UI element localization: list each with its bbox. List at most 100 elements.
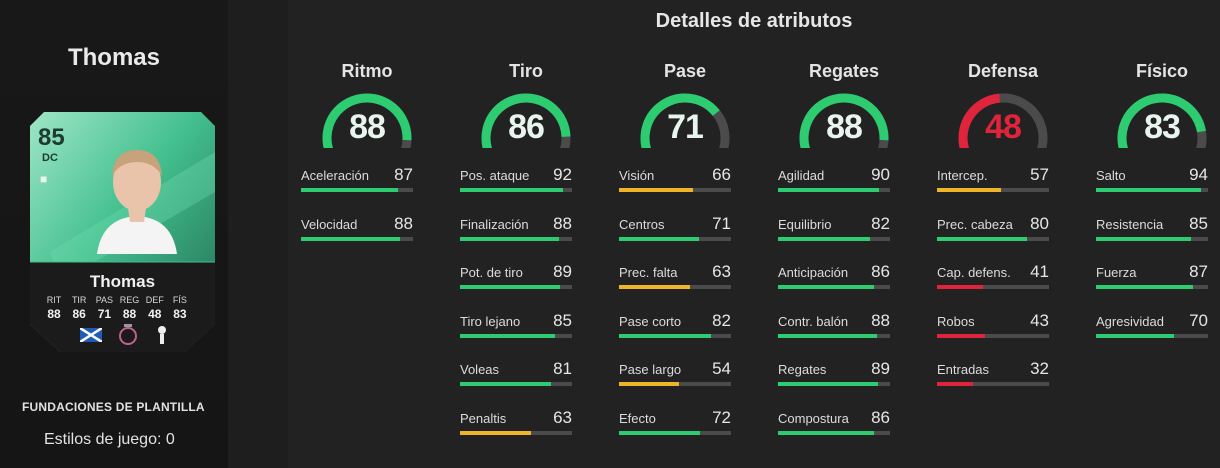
attribute-value: 81	[553, 359, 572, 378]
gauge-arc	[1117, 93, 1207, 148]
gauge-arc	[481, 93, 571, 148]
gauge-fill	[799, 93, 889, 148]
attribute-bar-fill	[1096, 236, 1192, 241]
attribute-row[interactable]: Voleas 81	[460, 359, 572, 402]
attribute-row[interactable]: Entradas 32	[937, 359, 1049, 402]
attribute-value: 86	[871, 262, 890, 281]
attribute-row[interactable]: Pase corto 82	[619, 311, 731, 354]
attribute-row[interactable]: Pase largo 54	[619, 359, 731, 402]
card-stat-label: FÍS	[172, 295, 187, 305]
category-value: 48	[985, 108, 1022, 146]
attribute-row[interactable]: Centros 71	[619, 214, 731, 257]
attribute-value: 54	[712, 359, 731, 378]
attribute-bar-fill	[937, 236, 1027, 241]
attribute-name: Velocidad	[301, 216, 358, 232]
attribute-row[interactable]: Robos 43	[937, 311, 1049, 354]
attribute-row[interactable]: Salto 94	[1096, 165, 1208, 208]
player-card[interactable]: 85 DC ■ Thomas RIT 88 TIR 86 PAS 71 REG 88 D…	[30, 112, 215, 360]
attribute-name: Cap. defens.	[937, 265, 1011, 280]
attribute-bar-track	[778, 382, 890, 386]
attribute-bar-fill	[460, 430, 531, 435]
attribute-value: 63	[553, 407, 572, 427]
attribute-row[interactable]: Pot. de tiro 89	[460, 262, 572, 305]
attribute-row[interactable]: Penaltis 63	[460, 407, 572, 451]
attribute-row[interactable]: Resistencia 85	[1096, 214, 1208, 257]
attribute-value: 87	[394, 165, 413, 184]
attribute-row[interactable]: Efecto 72	[619, 408, 731, 451]
gauge-fill	[481, 93, 571, 148]
attribute-row[interactable]: Anticipación 86	[778, 262, 890, 305]
attribute-bar-track	[460, 430, 572, 435]
league-badge-icon	[119, 324, 137, 345]
attribute-row[interactable]: Compostura 86	[778, 407, 890, 451]
attribute-row[interactable]: Velocidad 88	[301, 214, 413, 257]
attribute-bar-track	[937, 333, 1049, 338]
card-stat: PAS 71	[92, 295, 116, 321]
attribute-bar-fill	[937, 285, 983, 289]
attribute-name: Prec. falta	[619, 265, 678, 280]
attribute-row[interactable]: Prec. cabeza 80	[937, 213, 1049, 257]
category-value: 88	[349, 108, 386, 146]
attribute-row[interactable]: Prec. falta 63	[619, 262, 731, 305]
attribute-value: 87	[1189, 262, 1208, 281]
attribute-bar-fill	[619, 236, 699, 241]
attribute-value: 92	[553, 165, 572, 184]
player-portrait	[97, 150, 177, 254]
attribute-row[interactable]: Agilidad 90	[778, 165, 890, 208]
attribute-row[interactable]: Fuerza 87	[1096, 262, 1208, 305]
attribute-row[interactable]: Visión 66	[619, 165, 731, 208]
card-stat-label: REG	[119, 295, 140, 305]
attribute-name: Fuerza	[1096, 265, 1137, 280]
category-name: Ritmo	[341, 61, 393, 81]
attribute-bar-fill	[1096, 285, 1194, 289]
playstyles-count[interactable]: Estilos de juego: 0	[44, 431, 175, 448]
attribute-value: 90	[871, 165, 890, 184]
attribute-value: 70	[1189, 310, 1208, 330]
attribute-row[interactable]: Pos. ataque 92	[460, 165, 572, 208]
card-stats: RIT 88 TIR 86 PAS 71 REG 88 DEF 48 FÍS 83	[42, 295, 192, 321]
attribute-bar-fill	[778, 188, 879, 192]
attribute-row[interactable]: Agresividad 70	[1096, 310, 1208, 354]
attribute-value: 85	[553, 310, 572, 330]
attribute-bar-track	[619, 285, 731, 289]
card-stat-value: 48	[148, 307, 162, 321]
attribute-bar-fill	[778, 430, 875, 435]
attributes-title: Detalles de atributos	[655, 10, 853, 32]
category-gauge: 48	[955, 88, 1051, 148]
card-player-name: Thomas	[89, 272, 156, 291]
nation-flag-icon	[80, 328, 102, 342]
attribute-name: Equilibrio	[778, 216, 832, 232]
attribute-bar-fill	[460, 333, 556, 338]
attribute-row[interactable]: Cap. defens. 41	[937, 262, 1049, 305]
attribute-row[interactable]: Regates 89	[778, 359, 890, 402]
category-gauge: 71	[637, 88, 733, 148]
attribute-row[interactable]: Equilibrio 82	[778, 214, 890, 257]
card-stat: FÍS 83	[168, 295, 192, 321]
attribute-row[interactable]: Contr. balón 88	[778, 311, 890, 354]
attribute-value: 94	[1189, 165, 1208, 184]
attribute-value: 41	[1030, 262, 1049, 281]
gauge-arc	[322, 93, 412, 148]
attribute-value: 89	[553, 262, 572, 281]
category-name: Regates	[808, 61, 880, 81]
category-value: 71	[667, 108, 704, 146]
attribute-name: Tiro lejano	[460, 313, 521, 329]
attribute-name: Agilidad	[778, 168, 825, 183]
attribute-name: Agresividad	[1096, 313, 1164, 329]
attribute-name: Pase largo	[619, 362, 682, 377]
attribute-row[interactable]: Tiro lejano 85	[460, 310, 572, 354]
attribute-value: 80	[1030, 213, 1049, 233]
category-name: Pase	[663, 61, 707, 81]
category-name: Físico	[1135, 61, 1188, 81]
attribute-name: Penaltis	[460, 410, 507, 426]
attribute-value: 86	[871, 407, 890, 427]
category-gauge: 83	[1114, 88, 1210, 148]
player-name-heading: Thomas	[67, 44, 160, 71]
attribute-name: Visión	[619, 168, 655, 183]
attribute-row[interactable]: Aceleración 87	[301, 165, 413, 208]
attribute-row[interactable]: Intercep. 57	[937, 165, 1049, 208]
category-pase: Pase 71	[625, 58, 745, 148]
attribute-row[interactable]: Finalización 88	[460, 214, 572, 257]
category-gauge: 86	[478, 88, 574, 148]
attribute-name: Anticipación	[778, 265, 849, 280]
